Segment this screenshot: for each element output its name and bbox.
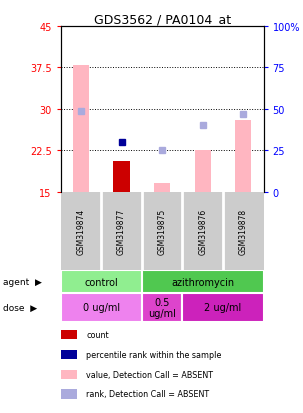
Text: 0 ug/ml: 0 ug/ml bbox=[83, 303, 120, 313]
Text: GSM319874: GSM319874 bbox=[76, 208, 85, 254]
Bar bbox=[142, 293, 182, 322]
Bar bbox=[195, 151, 211, 192]
Text: azithromycin: azithromycin bbox=[171, 277, 234, 287]
Text: agent  ▶: agent ▶ bbox=[3, 278, 42, 286]
Text: rank, Detection Call = ABSENT: rank, Detection Call = ABSENT bbox=[86, 389, 209, 399]
Bar bbox=[113, 162, 130, 192]
Text: count: count bbox=[86, 330, 109, 339]
Text: 2 ug/ml: 2 ug/ml bbox=[205, 303, 241, 313]
Bar bbox=[235, 121, 251, 192]
Text: control: control bbox=[84, 277, 118, 287]
Text: GSM319877: GSM319877 bbox=[117, 208, 126, 254]
Text: dose  ▶: dose ▶ bbox=[3, 303, 37, 312]
Text: percentile rank within the sample: percentile rank within the sample bbox=[86, 350, 222, 359]
Title: GDS3562 / PA0104_at: GDS3562 / PA0104_at bbox=[94, 13, 231, 26]
Text: value, Detection Call = ABSENT: value, Detection Call = ABSENT bbox=[86, 370, 213, 379]
Bar bbox=[61, 271, 142, 293]
Bar bbox=[61, 293, 142, 322]
Text: GSM319875: GSM319875 bbox=[158, 208, 167, 254]
Bar bbox=[73, 65, 89, 192]
Text: 0.5
ug/ml: 0.5 ug/ml bbox=[148, 297, 176, 318]
Bar bbox=[154, 184, 170, 192]
Text: GSM319876: GSM319876 bbox=[198, 208, 207, 254]
Text: GSM319878: GSM319878 bbox=[239, 208, 248, 254]
Bar bbox=[182, 293, 264, 322]
Bar bbox=[142, 271, 264, 293]
